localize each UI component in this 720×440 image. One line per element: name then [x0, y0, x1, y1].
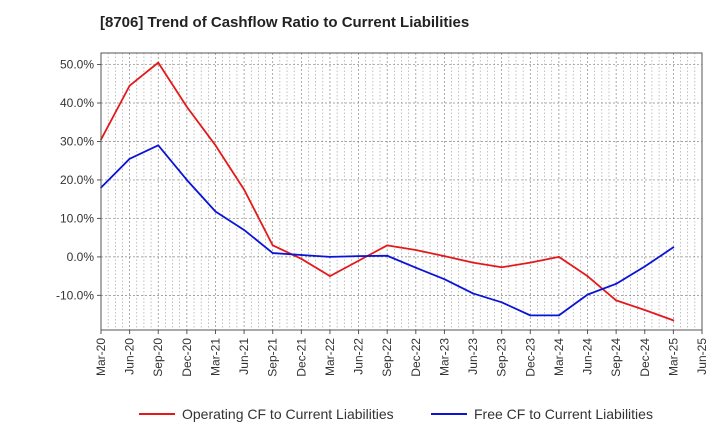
x-tick-label: Jun-22 [352, 338, 366, 375]
y-tick-label: 40.0% [60, 96, 94, 110]
x-tick-label: Sep-24 [609, 338, 623, 377]
data-point [300, 254, 303, 256]
x-tick-label: Mar-20 [94, 338, 108, 376]
data-point [500, 266, 503, 269]
data-point [214, 144, 217, 147]
x-tick-label: Mar-21 [208, 338, 222, 376]
y-tick-label: 10.0% [60, 211, 94, 225]
data-point [271, 244, 274, 247]
data-point [414, 266, 417, 269]
data-point [558, 314, 560, 317]
data-point [529, 314, 532, 317]
x-tick-label: Dec-21 [294, 338, 308, 377]
data-point [214, 210, 217, 213]
data-point [386, 254, 389, 257]
x-tick-label: Mar-22 [323, 338, 337, 376]
plot-border [100, 52, 703, 331]
data-point [558, 256, 560, 258]
x-tick-label: Dec-22 [409, 338, 423, 377]
data-point [414, 249, 417, 251]
x-tick-label: Jun-21 [237, 338, 251, 375]
x-tick-label: Jun-25 [695, 338, 709, 375]
data-point [386, 244, 389, 247]
y-tick-label: -10.0% [56, 288, 94, 302]
data-point [443, 278, 446, 281]
data-point [185, 105, 188, 108]
x-tick-label: Jun-24 [581, 338, 595, 375]
grid [100, 53, 703, 330]
data-point [157, 144, 160, 147]
data-point [329, 275, 331, 278]
y-tick-label: 20.0% [60, 173, 94, 187]
data-point [243, 229, 245, 231]
x-tick-label: Sep-23 [495, 338, 509, 377]
x-tick-label: Mar-23 [437, 338, 451, 376]
data-point [472, 261, 474, 264]
data-point [185, 179, 188, 181]
series-group [100, 61, 675, 322]
data-point [357, 255, 360, 258]
y-tick-label: 0.0% [67, 250, 95, 264]
data-point [271, 252, 274, 254]
data-point [300, 257, 303, 260]
legend-label-free: Free CF to Current Liabilities [474, 406, 653, 422]
data-point [500, 301, 503, 304]
data-point [615, 282, 618, 285]
y-tick-label: 50.0% [60, 58, 94, 72]
x-tick-label: Mar-24 [552, 338, 566, 376]
x-tick-label: Sep-21 [266, 338, 280, 377]
data-point [643, 309, 646, 311]
data-point [586, 293, 589, 296]
data-point [472, 292, 474, 295]
data-point [157, 61, 160, 64]
data-point [586, 275, 589, 278]
y-tick-label: 30.0% [60, 134, 94, 148]
data-point [329, 256, 331, 258]
data-point [128, 157, 131, 160]
data-point [529, 261, 532, 264]
x-tick-label: Dec-20 [180, 338, 194, 377]
x-tick-label: Sep-22 [380, 338, 394, 377]
x-tick-label: Dec-24 [638, 338, 652, 377]
x-tick-label: Dec-23 [523, 338, 537, 377]
chart-title: [8706] Trend of Cashflow Ratio to Curren… [100, 14, 470, 31]
data-point [672, 319, 675, 322]
x-tick-label: Sep-20 [151, 338, 165, 377]
x-tick-label: Jun-20 [123, 338, 137, 375]
legend: Operating CF to Current Liabilities Free… [139, 406, 653, 422]
data-point [443, 255, 446, 258]
data-point [128, 84, 131, 87]
legend-label-operating: Operating CF to Current Liabilities [182, 406, 394, 422]
x-axis: Mar-20 Jun-20 Sep-20 Dec-20 Mar-21 Jun-21 Sep-… [94, 330, 709, 377]
y-axis: -10.0% 0.0% 10.0% 20.0% 30.0% 40.0% 50.0% [56, 58, 101, 302]
x-tick-label: Jun-23 [466, 338, 480, 375]
data-point [643, 265, 646, 268]
data-point [672, 246, 675, 249]
x-tick-label: Mar-25 [666, 338, 680, 376]
data-point [357, 259, 360, 262]
data-point [243, 188, 245, 191]
data-point [615, 299, 618, 302]
